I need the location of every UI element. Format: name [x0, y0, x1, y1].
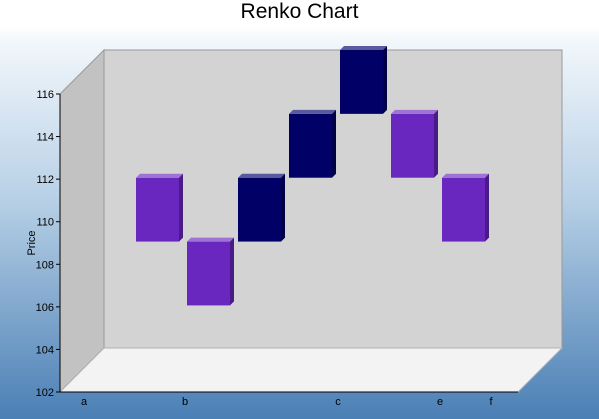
chart-title: Renko Chart — [240, 0, 359, 23]
brick-side — [434, 109, 438, 178]
brick-side — [179, 173, 183, 242]
brick-side — [485, 173, 489, 242]
brick-side — [281, 173, 285, 242]
y-tick-label: 110 — [36, 217, 54, 229]
renko-brick — [289, 109, 336, 178]
y-tick-label: 116 — [36, 89, 54, 101]
renko-brick — [391, 109, 438, 178]
brick-side — [230, 237, 234, 306]
left-wall — [59, 48, 105, 394]
y-tick-label: 112 — [36, 174, 54, 186]
brick-front — [391, 113, 434, 178]
y-tick-label: 114 — [36, 132, 54, 144]
renko-brick — [442, 173, 489, 242]
y-tick-label: 106 — [36, 302, 54, 314]
brick-front — [136, 177, 179, 242]
brick-front — [340, 50, 383, 114]
y-axis-ticks: 102 104 106 108 110 112 114 116 — [36, 89, 60, 399]
brick-top — [442, 173, 489, 178]
renko-brick — [340, 46, 387, 114]
x-tick-label: f — [489, 396, 493, 408]
y-axis-title: Price — [26, 230, 38, 255]
y-tick-label: 108 — [36, 259, 54, 271]
renko-brick — [136, 173, 183, 242]
brick-top — [238, 173, 285, 178]
brick-top — [136, 173, 183, 178]
renko-bricks — [136, 46, 489, 306]
x-tick-label: a — [81, 396, 88, 408]
y-tick-label: 102 — [36, 387, 54, 399]
floor — [58, 347, 564, 393]
brick-front — [442, 177, 485, 242]
brick-top — [340, 46, 387, 50]
renko-brick — [187, 237, 234, 306]
brick-front — [289, 113, 332, 178]
brick-top — [391, 109, 438, 114]
brick-front — [238, 177, 281, 242]
brick-top — [289, 109, 336, 114]
brick-front — [187, 241, 230, 306]
x-tick-label: c — [335, 396, 341, 408]
brick-side — [332, 109, 336, 178]
y-tick-label: 104 — [36, 344, 54, 356]
brick-side — [383, 46, 387, 114]
renko-brick — [238, 173, 285, 242]
brick-top — [187, 237, 234, 242]
x-tick-label: b — [182, 396, 188, 408]
x-tick-label: e — [437, 396, 443, 408]
